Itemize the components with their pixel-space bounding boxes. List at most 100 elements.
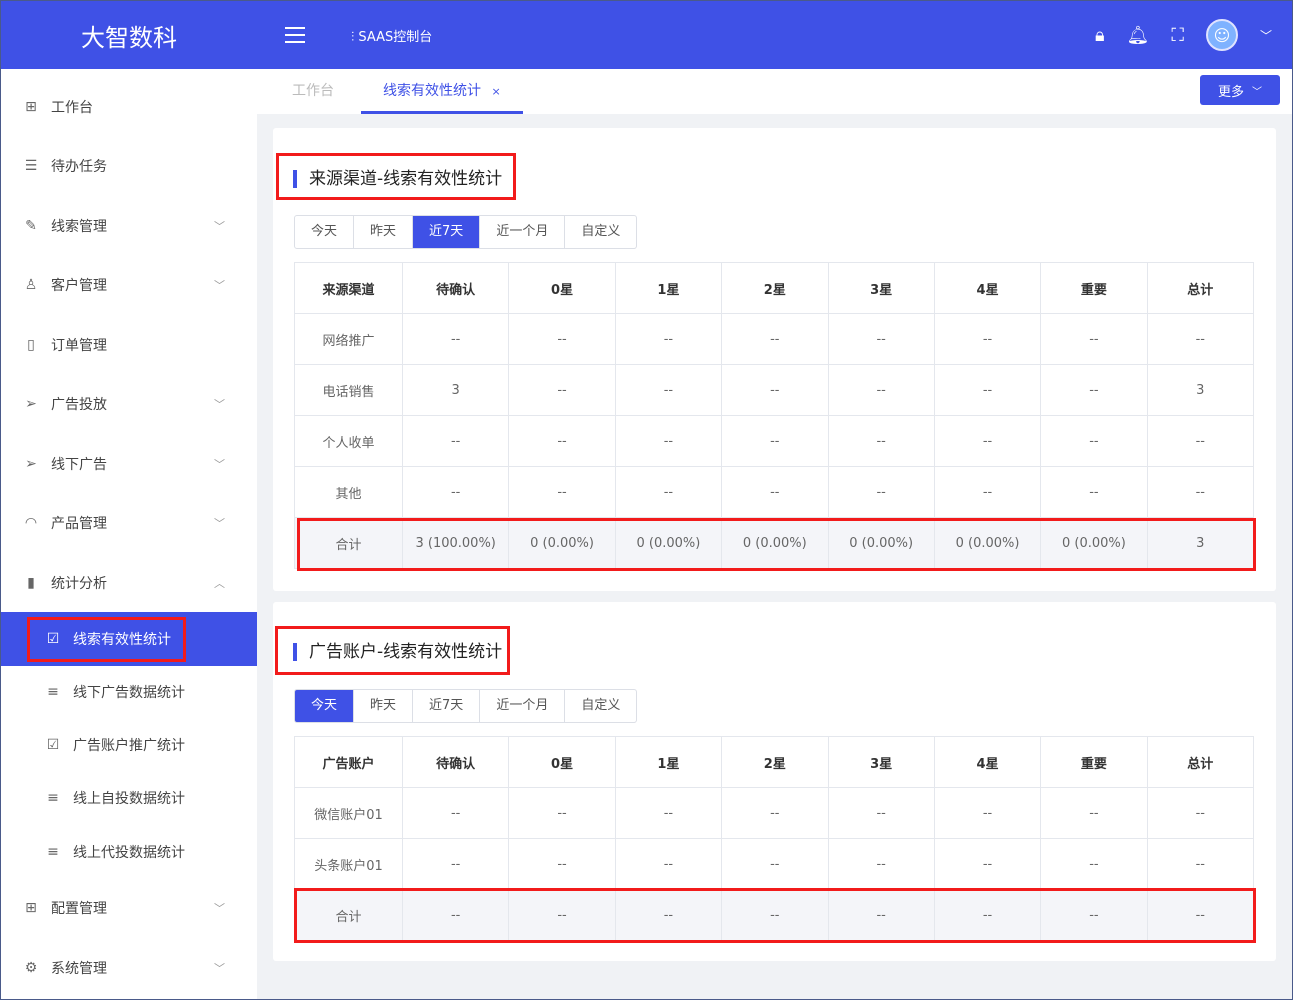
sidebar-item[interactable]: ☑ 广告账户推广统计: [1, 718, 257, 772]
more-button[interactable]: 更多 ﹀: [1200, 75, 1280, 105]
sidebar-item[interactable]: ▮ 统计分析 ︿: [1, 556, 257, 610]
column-header: 重要: [1040, 736, 1148, 788]
sidebar-item[interactable]: ▯ 订单管理: [1, 318, 257, 372]
total-cell: --: [827, 889, 935, 941]
task-icon: ☰: [24, 158, 38, 174]
sidebar-item[interactable]: ≡ 线上代投数据统计: [1, 825, 257, 879]
sidebar-item[interactable]: ✎ 线索管理 ﹀: [1, 199, 257, 253]
table-cell: --: [933, 838, 1042, 890]
close-icon[interactable]: ×: [491, 85, 501, 98]
sidebar-item[interactable]: ≡ 线上自投数据统计: [1, 771, 257, 825]
sidebar-item-label: 线上代投数据统计: [73, 845, 185, 861]
sidebar-item-label: 线索管理: [51, 219, 107, 235]
sidebar-item-label: 广告投放: [51, 397, 107, 413]
sidebar-item[interactable]: ☑ 线索有效性统计: [1, 612, 257, 666]
column-header: 3星: [827, 262, 935, 314]
sidebar-item[interactable]: ⊞ 工作台: [1, 80, 257, 134]
bell-icon[interactable]: 🔔︎: [1126, 24, 1150, 46]
table-cell: --: [401, 787, 510, 839]
table-cell: --: [614, 415, 723, 467]
column-header: 重要: [1040, 262, 1148, 314]
table-cell: 其他: [294, 466, 403, 518]
table-cell: --: [1146, 313, 1255, 365]
total-cell: --: [1040, 889, 1148, 941]
table-cell: --: [721, 466, 829, 518]
column-header: 总计: [1146, 262, 1255, 314]
period-button[interactable]: 昨天: [354, 690, 414, 722]
chart-icon: ▮: [27, 575, 35, 591]
total-cell: 0 (0.00%): [508, 517, 616, 569]
table-cell: --: [614, 364, 723, 416]
table-cell: --: [614, 466, 723, 518]
sidebar-item-label: 待办任务: [51, 159, 107, 175]
user-icon: ♙: [24, 277, 38, 293]
sidebar-item[interactable]: ➢ 线下广告 ﹀: [1, 437, 257, 491]
total-cell: --: [721, 889, 829, 941]
list-icon: ≡: [47, 790, 59, 806]
sidebar-item[interactable]: ♙ 客户管理 ﹀: [1, 258, 257, 312]
total-cell: 合计: [294, 517, 403, 569]
table-cell: --: [1040, 415, 1148, 467]
table-cell: --: [1146, 415, 1255, 467]
total-cell: 0 (0.00%): [1040, 517, 1148, 569]
sidebar-item[interactable]: ◠ 产品管理 ﹀: [1, 496, 257, 550]
tab-lead-stats[interactable]: 线索有效性统计 ×: [361, 69, 523, 114]
column-header: 1星: [614, 736, 723, 788]
total-cell: 合计: [294, 889, 403, 941]
table-cell: --: [827, 787, 935, 839]
column-header: 待确认: [401, 262, 510, 314]
table-cell: --: [933, 415, 1042, 467]
sidebar-item-label: 工作台: [51, 100, 93, 116]
sidebar-item[interactable]: ⚙ 系统管理 ﹀: [1, 941, 257, 995]
period-button[interactable]: 自定义: [581, 224, 621, 239]
table-cell: --: [721, 838, 829, 890]
period-button[interactable]: 昨天: [354, 216, 414, 248]
table-header: 广告账户 待确认 0星 1星 2星 3星 4星 重要 总计: [294, 736, 1255, 788]
period-button[interactable]: 今天: [295, 216, 355, 248]
period-button[interactable]: 自定义: [581, 698, 621, 713]
sidebar-item-label: 线索有效性统计: [73, 632, 171, 648]
sidebar-item-label: 广告账户推广统计: [73, 738, 185, 754]
console-link[interactable]: ⫶ SAAS控制台: [351, 26, 432, 45]
table-cell: 个人收单: [294, 415, 403, 467]
table-cell: --: [401, 313, 510, 365]
avatar[interactable]: ☺: [1205, 19, 1238, 51]
table-cell: --: [401, 415, 510, 467]
period-button[interactable]: 近7天: [413, 690, 481, 722]
sidebar-item-label: 线下广告: [51, 457, 107, 473]
fullscreen-icon[interactable]: ⛶: [1171, 24, 1184, 46]
console-icon: ⫶: [351, 29, 359, 45]
period-button[interactable]: 今天: [295, 690, 355, 722]
table-cell: 3: [1146, 364, 1255, 416]
edit-icon: ✎: [25, 218, 37, 234]
table-cell: --: [1146, 838, 1255, 890]
period-button[interactable]: 近一个月: [480, 690, 566, 722]
sidebar-item-label: 线下广告数据统计: [73, 685, 185, 701]
ad-account-card: 广告账户-线索有效性统计 今天 昨天 近7天 近一个月 自定义 广告账户 待确认 0星 1星 2星 3…: [273, 602, 1276, 961]
period-button[interactable]: 近一个月: [480, 216, 566, 248]
column-header: 4星: [933, 736, 1042, 788]
table-cell: --: [721, 313, 829, 365]
table-cell: --: [1040, 466, 1148, 518]
sidebar-item[interactable]: ☰ 待办任务: [1, 139, 257, 193]
lock-icon[interactable]: 🔒︎: [1094, 24, 1105, 46]
table-cell: --: [508, 838, 616, 890]
period-button[interactable]: 近7天: [413, 216, 481, 248]
sidebar-item[interactable]: ➢ 广告投放 ﹀: [1, 377, 257, 431]
sidebar-item-label: 客户管理: [51, 278, 107, 294]
table-cell: --: [933, 364, 1042, 416]
table-cell: --: [721, 415, 829, 467]
table-cell: --: [933, 313, 1042, 365]
table-cell: --: [827, 838, 935, 890]
table-cell: 头条账户01: [294, 838, 403, 890]
stats-table: 来源渠道 待确认 0星 1星 2星 3星 4星 重要 总计 网络推广 -- -- -- -- -- -- -- -…: [294, 262, 1255, 569]
menu-toggle-icon[interactable]: [285, 27, 305, 43]
table-header: 来源渠道 待确认 0星 1星 2星 3星 4星 重要 总计: [294, 262, 1255, 314]
sidebar-item[interactable]: ≡ 线下广告数据统计: [1, 665, 257, 719]
table-cell: --: [933, 787, 1042, 839]
total-cell: --: [508, 889, 616, 941]
chevron-down-icon[interactable]: ﹀: [1259, 28, 1272, 43]
gear-icon: ⚙: [24, 960, 38, 976]
sidebar-item[interactable]: ⊞ 配置管理 ﹀: [1, 881, 257, 935]
tab-workbench[interactable]: 工作台: [292, 83, 334, 99]
